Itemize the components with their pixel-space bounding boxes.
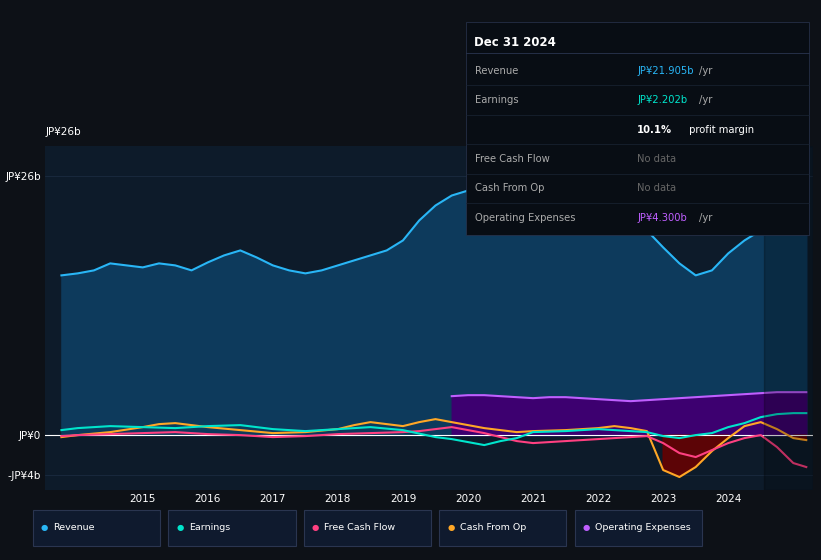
Text: ●: ●: [41, 523, 48, 533]
Text: Free Cash Flow: Free Cash Flow: [324, 523, 396, 533]
Text: Earnings: Earnings: [189, 523, 230, 533]
Text: Free Cash Flow: Free Cash Flow: [475, 154, 550, 164]
Text: ●: ●: [177, 523, 183, 533]
Text: Dec 31 2024: Dec 31 2024: [474, 35, 556, 49]
Text: Cash From Op: Cash From Op: [475, 183, 545, 193]
Text: JP¥21.905b: JP¥21.905b: [637, 66, 694, 76]
Text: No data: No data: [637, 154, 677, 164]
Text: Operating Expenses: Operating Expenses: [475, 213, 576, 223]
Text: No data: No data: [637, 183, 677, 193]
Text: ●: ●: [312, 523, 319, 533]
Text: /yr: /yr: [699, 95, 712, 105]
Text: JP¥2.202b: JP¥2.202b: [637, 95, 687, 105]
Text: ●: ●: [583, 523, 589, 533]
Text: Earnings: Earnings: [475, 95, 519, 105]
Bar: [764, 146, 813, 490]
Text: /yr: /yr: [699, 66, 712, 76]
Text: Revenue: Revenue: [475, 66, 519, 76]
Text: ●: ●: [447, 523, 454, 533]
Text: JP¥4.300b: JP¥4.300b: [637, 213, 687, 223]
Text: Operating Expenses: Operating Expenses: [595, 523, 691, 533]
Text: /yr: /yr: [699, 213, 712, 223]
Text: profit margin: profit margin: [686, 124, 754, 134]
Text: JP¥26b: JP¥26b: [45, 127, 80, 137]
Text: Cash From Op: Cash From Op: [460, 523, 526, 533]
Text: Revenue: Revenue: [53, 523, 95, 533]
Text: 10.1%: 10.1%: [637, 124, 672, 134]
